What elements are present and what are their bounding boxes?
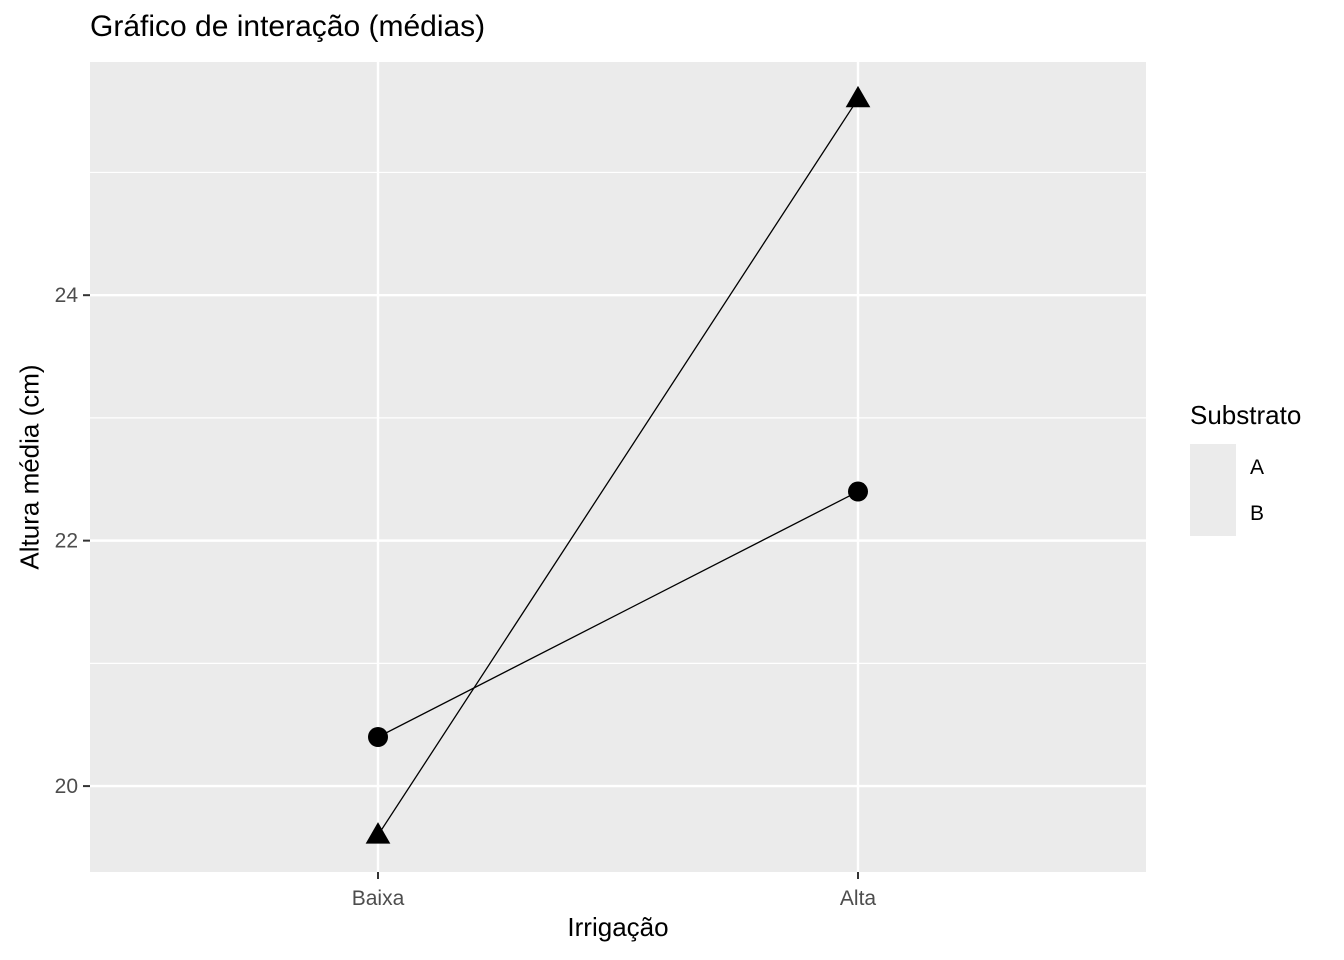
legend-title: Substrato (1190, 400, 1302, 430)
y-tick-label: 24 (55, 284, 79, 307)
x-axis-label: Irrigação (567, 912, 669, 942)
legend-key-a (1190, 444, 1236, 490)
series-line-b (377, 98, 859, 836)
grid-minor (90, 171, 1146, 664)
data-point-b-alta (845, 85, 871, 108)
legend-label-a: A (1250, 456, 1265, 479)
y-axis-label: Altura média (cm) (14, 364, 45, 570)
series-line-a (377, 490, 859, 738)
data-point-a-alta (848, 481, 868, 502)
chart-title: Gráfico de interação (médias) (90, 10, 486, 43)
data-point-b-baixa (365, 822, 391, 844)
series-lines (377, 98, 859, 836)
x-tick-label: Baixa (352, 887, 405, 910)
legend-key-b (1190, 490, 1236, 536)
axis-ticks: 20 22 24 Baixa Alta (55, 284, 877, 910)
y-tick-label: 20 (55, 775, 78, 798)
legend-label-b: B (1250, 502, 1265, 525)
x-tick-label: Alta (840, 887, 877, 910)
data-point-a-baixa (368, 727, 388, 747)
series-points (365, 85, 871, 844)
y-tick-label: 22 (55, 530, 78, 553)
